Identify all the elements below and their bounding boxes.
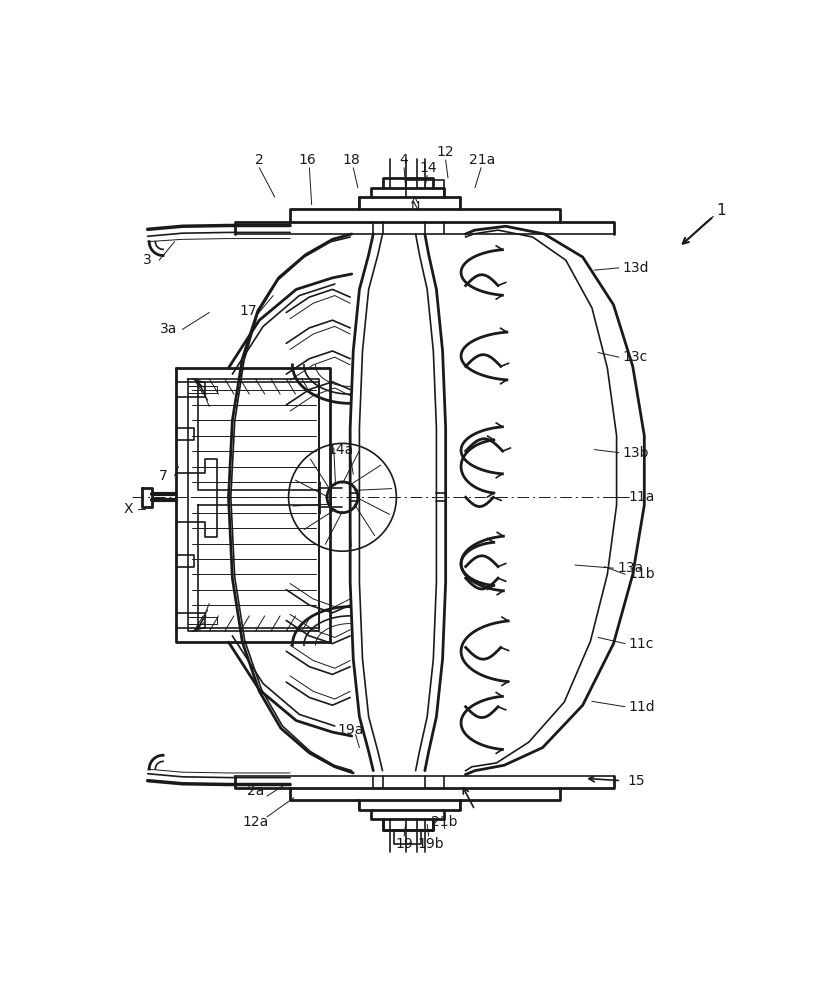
Text: 19: 19 [395, 837, 413, 851]
Text: 11c: 11c [629, 637, 654, 651]
Text: 19b: 19b [417, 837, 444, 851]
Text: 1: 1 [716, 203, 726, 218]
Text: 3: 3 [143, 253, 152, 267]
Text: 17: 17 [239, 304, 257, 318]
Text: 18: 18 [343, 153, 361, 167]
Text: 11a: 11a [629, 490, 655, 504]
Text: 3a: 3a [159, 322, 177, 336]
Text: 21a: 21a [469, 153, 496, 167]
Text: 12a: 12a [242, 815, 268, 829]
Text: 14: 14 [420, 161, 438, 175]
Text: 12: 12 [437, 145, 454, 159]
Text: 13d: 13d [623, 261, 649, 275]
Text: 13b: 13b [623, 446, 649, 460]
Text: 4: 4 [400, 153, 408, 167]
Text: 21b: 21b [431, 815, 458, 829]
Text: 7: 7 [159, 469, 168, 483]
Text: 11d: 11d [629, 700, 656, 714]
Text: X: X [124, 502, 133, 516]
Text: 13c: 13c [623, 350, 648, 364]
Text: 16: 16 [298, 153, 316, 167]
Text: 2a: 2a [247, 784, 264, 798]
Text: 14a: 14a [327, 443, 354, 457]
Text: 15: 15 [628, 774, 645, 788]
Text: 2: 2 [255, 153, 263, 167]
Text: 11b: 11b [629, 567, 656, 581]
Text: 13a: 13a [617, 561, 643, 575]
Text: 19a: 19a [337, 723, 363, 737]
Text: N: N [411, 200, 420, 213]
